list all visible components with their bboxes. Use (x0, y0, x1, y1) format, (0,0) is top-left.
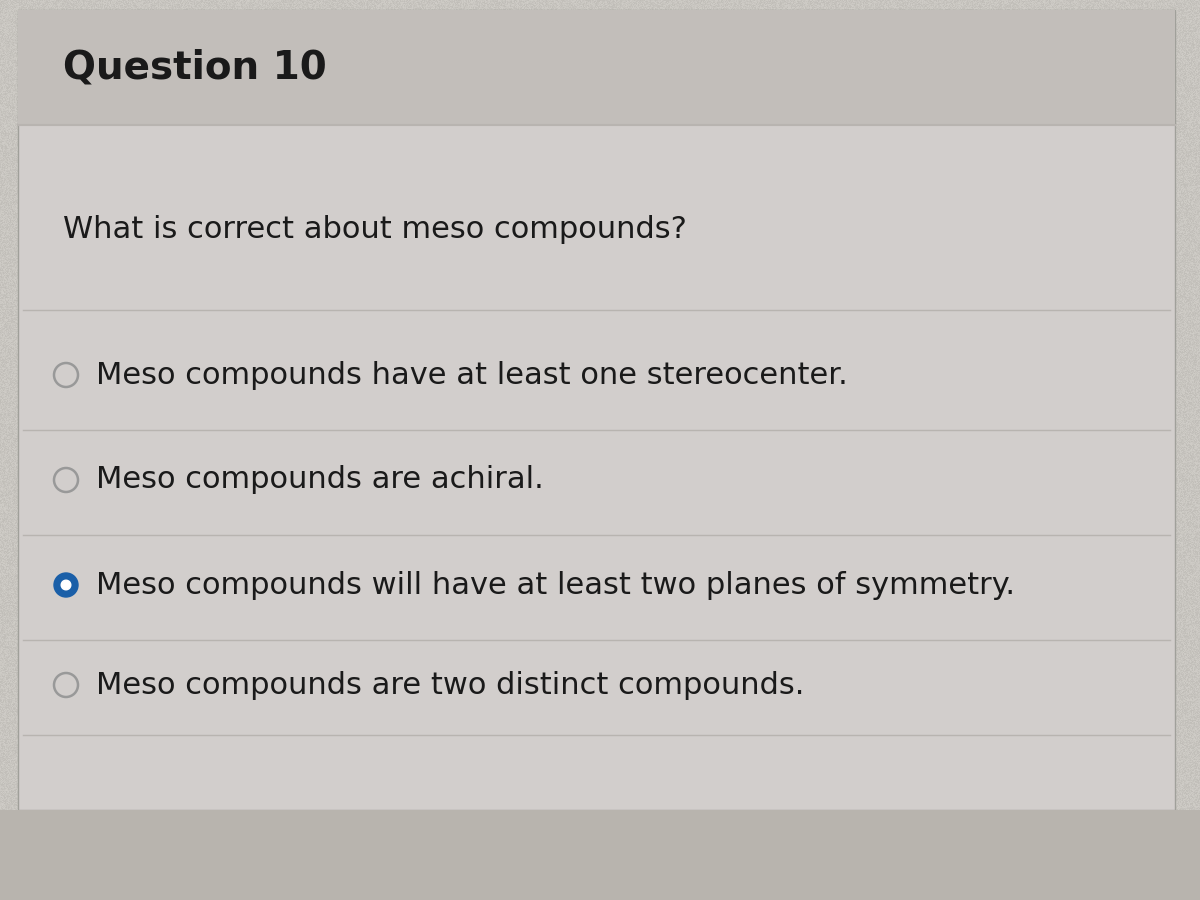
FancyBboxPatch shape (18, 10, 1175, 125)
Text: Meso compounds are two distinct compounds.: Meso compounds are two distinct compound… (96, 670, 804, 699)
Text: Question 10: Question 10 (64, 49, 326, 86)
FancyBboxPatch shape (18, 10, 1175, 810)
Text: What is correct about meso compounds?: What is correct about meso compounds? (64, 215, 686, 245)
Text: Meso compounds will have at least two planes of symmetry.: Meso compounds will have at least two pl… (96, 571, 1015, 599)
Text: Meso compounds have at least one stereocenter.: Meso compounds have at least one stereoc… (96, 361, 847, 390)
Circle shape (61, 580, 71, 590)
Text: Meso compounds are achiral.: Meso compounds are achiral. (96, 465, 544, 494)
FancyBboxPatch shape (0, 810, 1200, 900)
Circle shape (54, 573, 78, 597)
